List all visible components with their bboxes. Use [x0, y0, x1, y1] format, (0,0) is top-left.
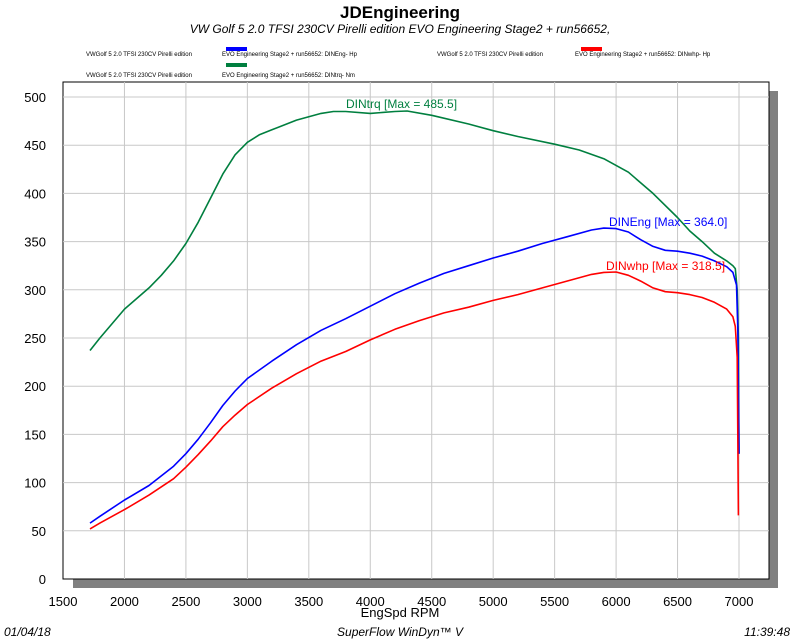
x-tick-label: 3500: [294, 594, 323, 609]
annotation-dineng: DINEng [Max = 364.0]: [609, 215, 727, 229]
annotation-dinwhp: DINwhp [Max = 318.5]: [606, 259, 725, 273]
x-tick-label: 5500: [540, 594, 569, 609]
y-tick-label: 0: [39, 572, 46, 587]
legend-entry-dineng: VWGolf 5 2.0 TFSI 230CV Pirelli edition …: [86, 47, 358, 58]
y-tick-label: 400: [24, 186, 46, 201]
legend-dinwhp-swatch: [581, 47, 602, 51]
annotations: DINtrq [Max = 485.5] DINEng [Max = 364.0]…: [346, 97, 727, 273]
legend-dineng-left: VWGolf 5 2.0 TFSI 230CV Pirelli edition: [86, 52, 192, 58]
chart-title: JDEngineering: [340, 3, 460, 22]
x-tick-label: 7000: [725, 594, 754, 609]
x-tick-label: 6500: [663, 594, 692, 609]
legend-entry-dinwhp: VWGolf 5 2.0 TFSI 230CV Pirelli edition …: [437, 47, 711, 58]
series-line-dintrq: [89, 110, 740, 454]
footer-date: 01/04/18: [4, 625, 51, 639]
x-tick-label: 4500: [417, 594, 446, 609]
x-tick-label: 6000: [602, 594, 631, 609]
legend: VWGolf 5 2.0 TFSI 230CV Pirelli edition …: [86, 47, 711, 79]
x-tick-label: 4000: [356, 594, 385, 609]
legend-dineng-swatch: [226, 47, 247, 51]
legend-entry-dintrq: VWGolf 5 2.0 TFSI 230CV Pirelli edition …: [86, 63, 355, 79]
x-tick-label: 2000: [110, 594, 139, 609]
x-tick-label: 3000: [233, 594, 262, 609]
x-tick-label: 1500: [49, 594, 78, 609]
legend-dintrq-right: EVO Engineering Stage2 + run56652: DINtr…: [222, 73, 355, 79]
footer-software: SuperFlow WinDyn™ V: [337, 625, 464, 639]
y-tick-label: 300: [24, 283, 46, 298]
series-group: [89, 110, 740, 530]
y-tick-label: 200: [24, 379, 46, 394]
y-tick-label: 50: [32, 524, 46, 539]
y-tick-label: 350: [24, 235, 46, 250]
series-line-dineng: [89, 227, 740, 524]
chart-subtitle: VW Golf 5 2.0 TFSI 230CV Pirelli edition…: [190, 22, 611, 36]
legend-dintrq-left: VWGolf 5 2.0 TFSI 230CV Pirelli edition: [86, 73, 192, 79]
x-tick-label: 5000: [479, 594, 508, 609]
axis-ticks: 1500 2000 2500 3000 3500 4000 4500 5000 5500 6000…: [24, 90, 753, 609]
legend-dintrq-swatch: [226, 63, 247, 67]
y-tick-label: 150: [24, 427, 46, 442]
footer-time: 11:39:48: [744, 625, 790, 639]
plot-area: [62, 81, 770, 580]
y-tick-label: 250: [24, 331, 46, 346]
series-line-dinwhp: [89, 271, 740, 530]
y-tick-label: 100: [24, 476, 46, 491]
annotation-dintrq: DINtrq [Max = 485.5]: [346, 97, 457, 111]
legend-dineng-right: EVO Engineering Stage2 + run56652: DINEn…: [222, 52, 358, 58]
y-tick-label: 500: [24, 90, 46, 105]
y-tick-label: 450: [24, 138, 46, 153]
legend-dinwhp-right: EVO Engineering Stage2 + run56652: DINwh…: [575, 52, 711, 58]
x-tick-label: 2500: [171, 594, 200, 609]
x-axis-label: EngSpd RPM: [361, 605, 440, 620]
legend-dinwhp-left: VWGolf 5 2.0 TFSI 230CV Pirelli edition: [437, 52, 543, 58]
